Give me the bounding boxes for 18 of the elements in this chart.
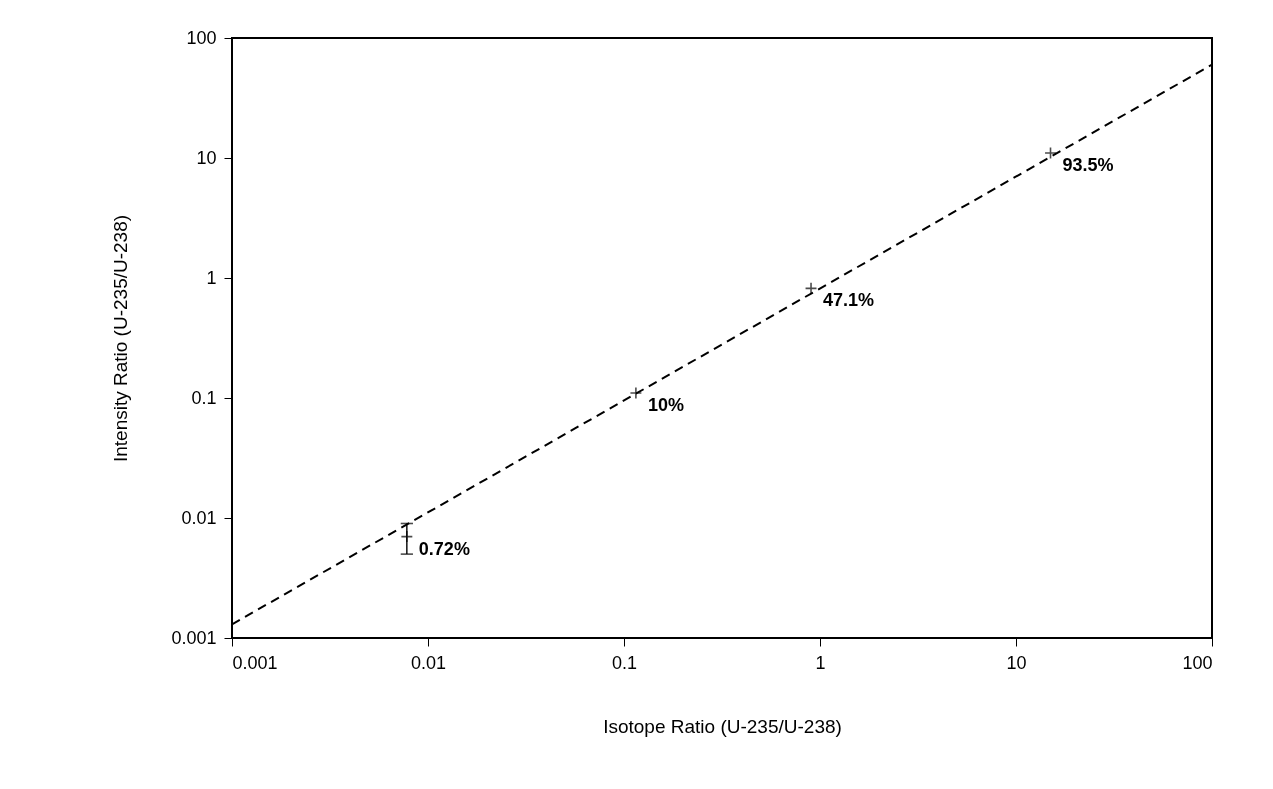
- y-tick-label: 0.1: [191, 387, 217, 408]
- annotation: 93.5%: [1062, 155, 1114, 176]
- x-tick-label: 100: [1182, 652, 1213, 673]
- y-tick-label: 100: [186, 27, 217, 48]
- y-tick-label: 10: [196, 147, 217, 168]
- x-tick-label: 0.001: [232, 652, 278, 673]
- y-tick-label: 0.01: [181, 507, 217, 528]
- y-tick-label: 1: [206, 267, 217, 288]
- x-tick-label: 10: [1006, 652, 1027, 673]
- x-tick-label: 1: [815, 652, 826, 673]
- x-tick-label: 0.1: [611, 652, 638, 673]
- annotation: 47.1%: [823, 290, 875, 311]
- x-axis-title: Isotope Ratio (U-235/U-238): [603, 715, 842, 737]
- x-tick-label: 0.01: [410, 652, 447, 673]
- annotation: 10%: [647, 395, 684, 416]
- y-axis-title: Intensity Ratio (U-235/U-238): [110, 214, 132, 463]
- y-tick-label: 0.001: [171, 627, 217, 648]
- annotation: 0.72%: [418, 538, 470, 559]
